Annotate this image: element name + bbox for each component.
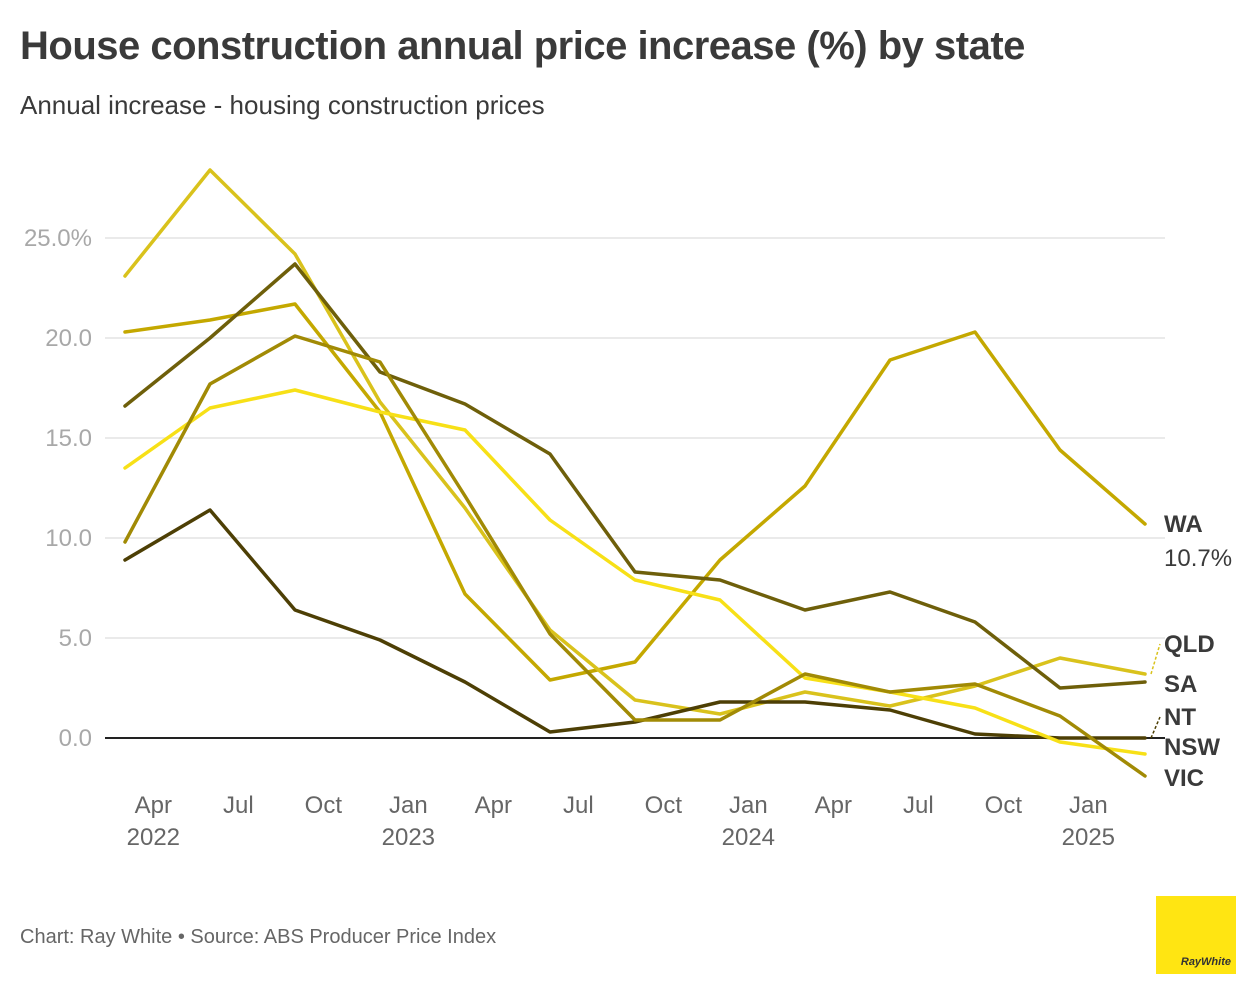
label-leader-qld — [1150, 643, 1161, 675]
gridlines — [105, 237, 1165, 739]
label-leader-nt — [1150, 716, 1161, 739]
x-tick-label: Jul — [903, 792, 934, 819]
series-label-nsw: NSW — [1164, 734, 1220, 761]
series-line-vic — [123, 334, 1147, 778]
series-line-nsw — [123, 388, 1147, 756]
y-tick-label: 25.0% — [24, 225, 92, 252]
x-tick-label: Oct — [645, 792, 683, 819]
y-axis: 0.0 5.0 10.0 15.0 20.0 25.0% — [24, 225, 92, 752]
chart-subtitle: Annual increase - housing construction p… — [20, 90, 545, 120]
x-tick-label: Jul — [223, 792, 254, 819]
x-axis: Apr 2022 Jul Oct Jan 2023 Apr Jul Oct Jan 2024 Apr J… — [127, 792, 1115, 851]
series-line-nt — [123, 508, 1147, 740]
series-label-vic: VIC — [1164, 765, 1204, 792]
series-label-qld: QLD — [1164, 631, 1215, 658]
y-tick-label: 15.0 — [45, 425, 92, 452]
x-tick-label: Jan — [729, 792, 768, 819]
x-tick-label: Jul — [563, 792, 594, 819]
logo-text: RayWhite — [1180, 956, 1231, 968]
chart-title: House construction annual price increase… — [20, 24, 1025, 68]
series-line-sa — [123, 262, 1147, 690]
series-end-value-wa: 10.7% — [1164, 545, 1232, 572]
y-tick-label: 0.0 — [59, 725, 92, 752]
series-line-wa — [123, 302, 1147, 682]
x-tick-year: 2022 — [127, 824, 180, 851]
line-chart: 0.0 5.0 10.0 15.0 20.0 25.0% Apr 2022 Jul Oct Jan… — [24, 168, 1232, 851]
ray-white-logo: RayWhite — [1156, 896, 1236, 974]
series-label-nt: NT — [1164, 704, 1196, 731]
chart-footer: Chart: Ray White • Source: ABS Producer … — [20, 926, 497, 948]
series-line-qld — [123, 168, 1147, 716]
x-tick-label: Jan — [1069, 792, 1108, 819]
y-tick-label: 10.0 — [45, 525, 92, 552]
x-tick-year: 2023 — [382, 824, 435, 851]
x-tick-label: Oct — [985, 792, 1023, 819]
y-tick-label: 20.0 — [45, 325, 92, 352]
x-tick-year: 2025 — [1062, 824, 1115, 851]
series-lines — [123, 168, 1147, 778]
x-tick-label: Apr — [815, 792, 852, 819]
x-tick-label: Apr — [475, 792, 512, 819]
x-tick-label: Apr — [135, 792, 172, 819]
x-tick-label: Oct — [305, 792, 343, 819]
x-tick-year: 2024 — [722, 824, 775, 851]
series-label-sa: SA — [1164, 671, 1197, 698]
series-labels: WA 10.7% QLD SA NT NSW VIC — [1150, 511, 1232, 792]
y-tick-label: 5.0 — [59, 625, 92, 652]
series-label-wa: WA — [1164, 511, 1203, 538]
x-tick-label: Jan — [389, 792, 428, 819]
